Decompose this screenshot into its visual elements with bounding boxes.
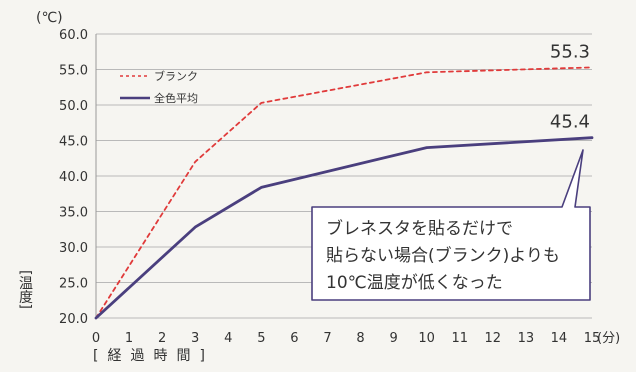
data-label-blank-final: 55.3 [550, 41, 590, 62]
axes: 20.025.030.035.040.045.050.055.060.00 1 2 3… [59, 28, 600, 346]
x-tick-label: 7 [323, 331, 331, 346]
x-tick-label: 1 [125, 331, 133, 346]
y-tick-label: 60.0 [59, 28, 88, 43]
data-label-average-final: 45.4 [550, 112, 590, 133]
x-tick-label: 6 [290, 331, 298, 346]
annotation-line-2: 貼らない場合(ブランク)よりも [326, 245, 560, 266]
annotation-line-3: 10℃温度が低くなった [326, 273, 503, 293]
x-tick-label: 0 [92, 331, 100, 346]
x-tick-label: 5 [257, 331, 265, 346]
x-tick-label: 10 [418, 331, 435, 346]
legend-label-blank: ブランク [154, 69, 198, 83]
x-tick-label: 13 [518, 331, 535, 346]
x-tick-label: 8 [356, 331, 364, 346]
data-labels: 55.3 45.4 [550, 41, 590, 132]
y-axis-unit: (℃) [36, 10, 63, 26]
annotation-callout: ブレネスタを貼るだけで 貼らない場合(ブランク)よりも 10℃温度が低くなった [311, 149, 591, 301]
legend-label-average: 全色平均 [154, 91, 198, 105]
x-tick-label: 14 [551, 331, 568, 346]
y-tick-label: 50.0 [59, 99, 88, 114]
legend: ブランク 全色平均 [120, 69, 198, 105]
y-tick-label: 25.0 [59, 277, 88, 292]
x-tick-label: 9 [389, 331, 397, 346]
annotation-line-1: ブレネスタを貼るだけで [326, 218, 513, 239]
series-line-blank [95, 66, 593, 319]
y-tick-label: 40.0 [59, 170, 88, 185]
series-lines [94, 66, 594, 320]
y-tick-label: 30.0 [59, 241, 88, 256]
grid-lines [96, 33, 592, 319]
y-tick-label: 35.0 [59, 206, 88, 221]
y-tick-label: 20.0 [59, 312, 88, 327]
x-tick-label: 15 [584, 331, 601, 346]
x-tick-label: 12 [485, 331, 502, 346]
y-tick-label: 45.0 [59, 135, 88, 150]
x-axis-unit: (分) [597, 331, 620, 346]
callout-box [311, 149, 591, 301]
x-axis-title: [経過時間] [93, 348, 205, 364]
x-tick-label: 4 [224, 331, 232, 346]
x-tick-label: 11 [451, 331, 468, 346]
series-line-average [94, 136, 594, 320]
x-tick-label: 2 [158, 331, 166, 346]
y-axis-title: [温度] [17, 270, 33, 309]
y-tick-label: 55.0 [59, 64, 88, 79]
x-tick-label: 3 [191, 331, 199, 346]
